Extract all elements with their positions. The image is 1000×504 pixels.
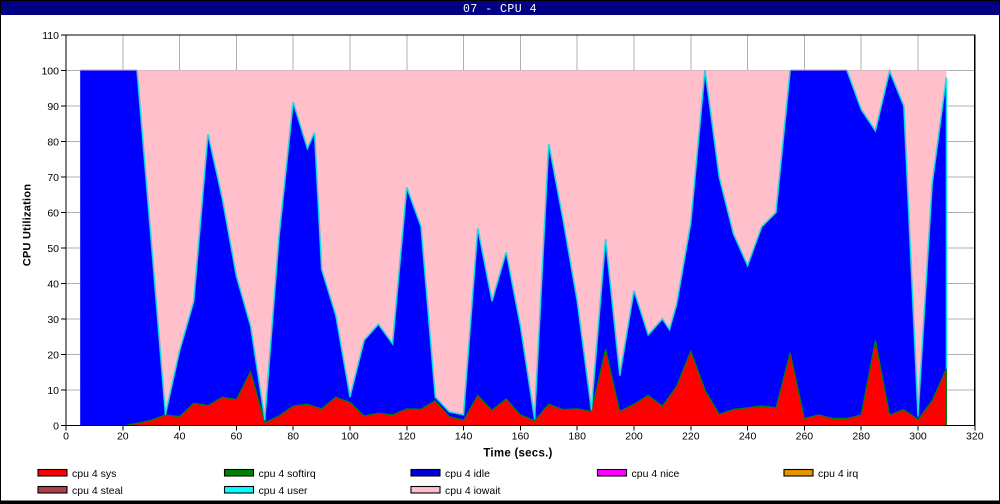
svg-text:240: 240 bbox=[739, 431, 757, 443]
svg-text:280: 280 bbox=[852, 431, 870, 443]
svg-text:cpu 4 irq: cpu 4 irq bbox=[818, 468, 858, 480]
svg-text:0: 0 bbox=[63, 431, 69, 443]
svg-text:cpu 4 steal: cpu 4 steal bbox=[72, 485, 123, 497]
svg-text:300: 300 bbox=[909, 431, 927, 443]
svg-text:60: 60 bbox=[47, 208, 59, 220]
svg-text:Time (secs.): Time (secs.) bbox=[483, 448, 552, 460]
svg-text:cpu 4 user: cpu 4 user bbox=[259, 485, 309, 497]
svg-text:cpu 4 sys: cpu 4 sys bbox=[72, 468, 116, 480]
svg-text:50: 50 bbox=[47, 243, 59, 255]
svg-text:30: 30 bbox=[47, 314, 59, 326]
svg-text:20: 20 bbox=[117, 431, 129, 443]
svg-text:cpu 4 iowait: cpu 4 iowait bbox=[445, 485, 501, 497]
svg-text:100: 100 bbox=[41, 66, 59, 78]
svg-text:140: 140 bbox=[455, 431, 473, 443]
svg-text:20: 20 bbox=[47, 350, 59, 362]
svg-text:cpu 4 softirq: cpu 4 softirq bbox=[259, 468, 316, 480]
svg-text:100: 100 bbox=[341, 431, 359, 443]
svg-text:0: 0 bbox=[53, 421, 59, 433]
svg-text:80: 80 bbox=[47, 137, 59, 149]
svg-text:80: 80 bbox=[287, 431, 299, 443]
svg-text:40: 40 bbox=[174, 431, 186, 443]
svg-text:180: 180 bbox=[568, 431, 586, 443]
svg-text:120: 120 bbox=[398, 431, 416, 443]
svg-text:70: 70 bbox=[47, 172, 59, 184]
svg-text:cpu 4 idle: cpu 4 idle bbox=[445, 468, 490, 480]
svg-text:320: 320 bbox=[966, 431, 984, 443]
svg-text:110: 110 bbox=[42, 30, 59, 42]
svg-text:220: 220 bbox=[682, 431, 700, 443]
svg-text:160: 160 bbox=[512, 431, 530, 443]
svg-text:260: 260 bbox=[796, 431, 814, 443]
svg-text:60: 60 bbox=[231, 431, 243, 443]
svg-text:40: 40 bbox=[47, 279, 59, 291]
svg-text:200: 200 bbox=[625, 431, 643, 443]
svg-text:10: 10 bbox=[47, 385, 59, 397]
svg-text:CPU Utilization: CPU Utilization bbox=[22, 184, 34, 267]
svg-text:07 - CPU 4: 07 - CPU 4 bbox=[463, 3, 537, 16]
svg-text:cpu 4 nice: cpu 4 nice bbox=[632, 468, 680, 480]
svg-text:90: 90 bbox=[47, 101, 59, 113]
